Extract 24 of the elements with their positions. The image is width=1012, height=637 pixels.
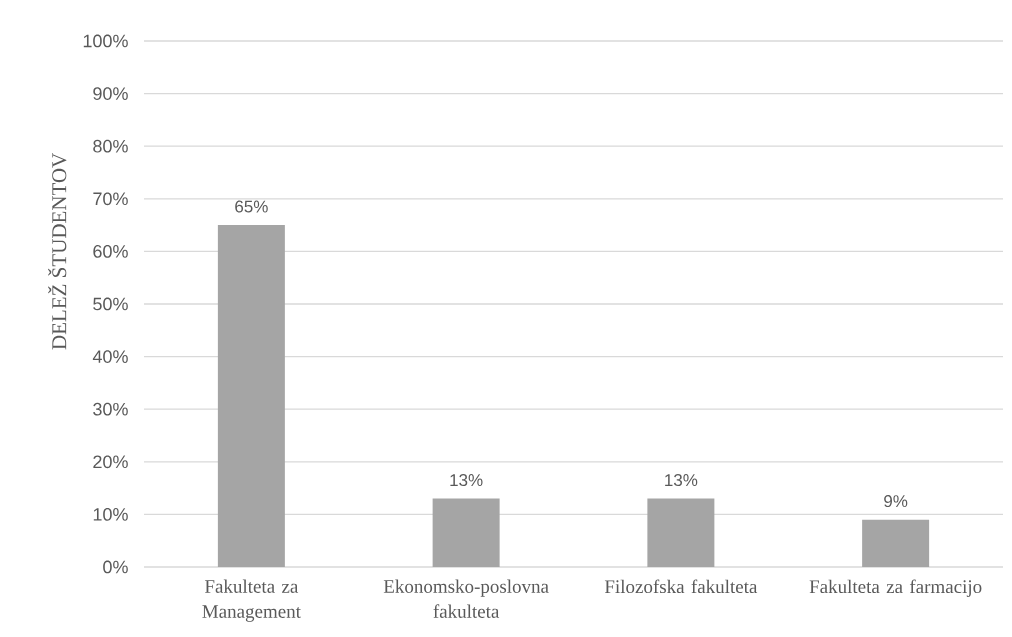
y-tick-label: 60% — [93, 245, 128, 258]
y-axis-title: DELEŽ ŠTUDENTOV — [48, 152, 67, 350]
bar — [432, 498, 500, 567]
y-tick-label: 80% — [93, 139, 128, 153]
x-tick-label: Ekonomsko-poslovna fakulteta — [383, 579, 549, 618]
y-tick-label: 20% — [93, 455, 128, 469]
y-tick-label: 90% — [93, 87, 128, 100]
y-tick-label: 50% — [93, 297, 128, 311]
y-tick-label: 40% — [92, 350, 128, 363]
bar — [862, 519, 930, 567]
y-tick-label: 30% — [93, 402, 128, 416]
bar — [217, 225, 285, 567]
data-label: 13% — [450, 474, 483, 487]
y-tick-label: 0% — [103, 560, 128, 574]
data-label: 13% — [665, 474, 698, 487]
y-tick-label: 70% — [93, 192, 128, 206]
y-tick-label: 100% — [83, 34, 128, 48]
y-tick-label: 10% — [93, 508, 128, 521]
x-tick-label: Fakulteta za Management — [202, 579, 301, 622]
x-tick-label: Filozofska fakulteta — [604, 579, 758, 594]
data-label: 9% — [884, 495, 908, 508]
data-label: 65% — [235, 200, 268, 213]
bar — [647, 498, 715, 567]
x-tick-label: Fakulteta za farmacijo — [809, 579, 982, 597]
